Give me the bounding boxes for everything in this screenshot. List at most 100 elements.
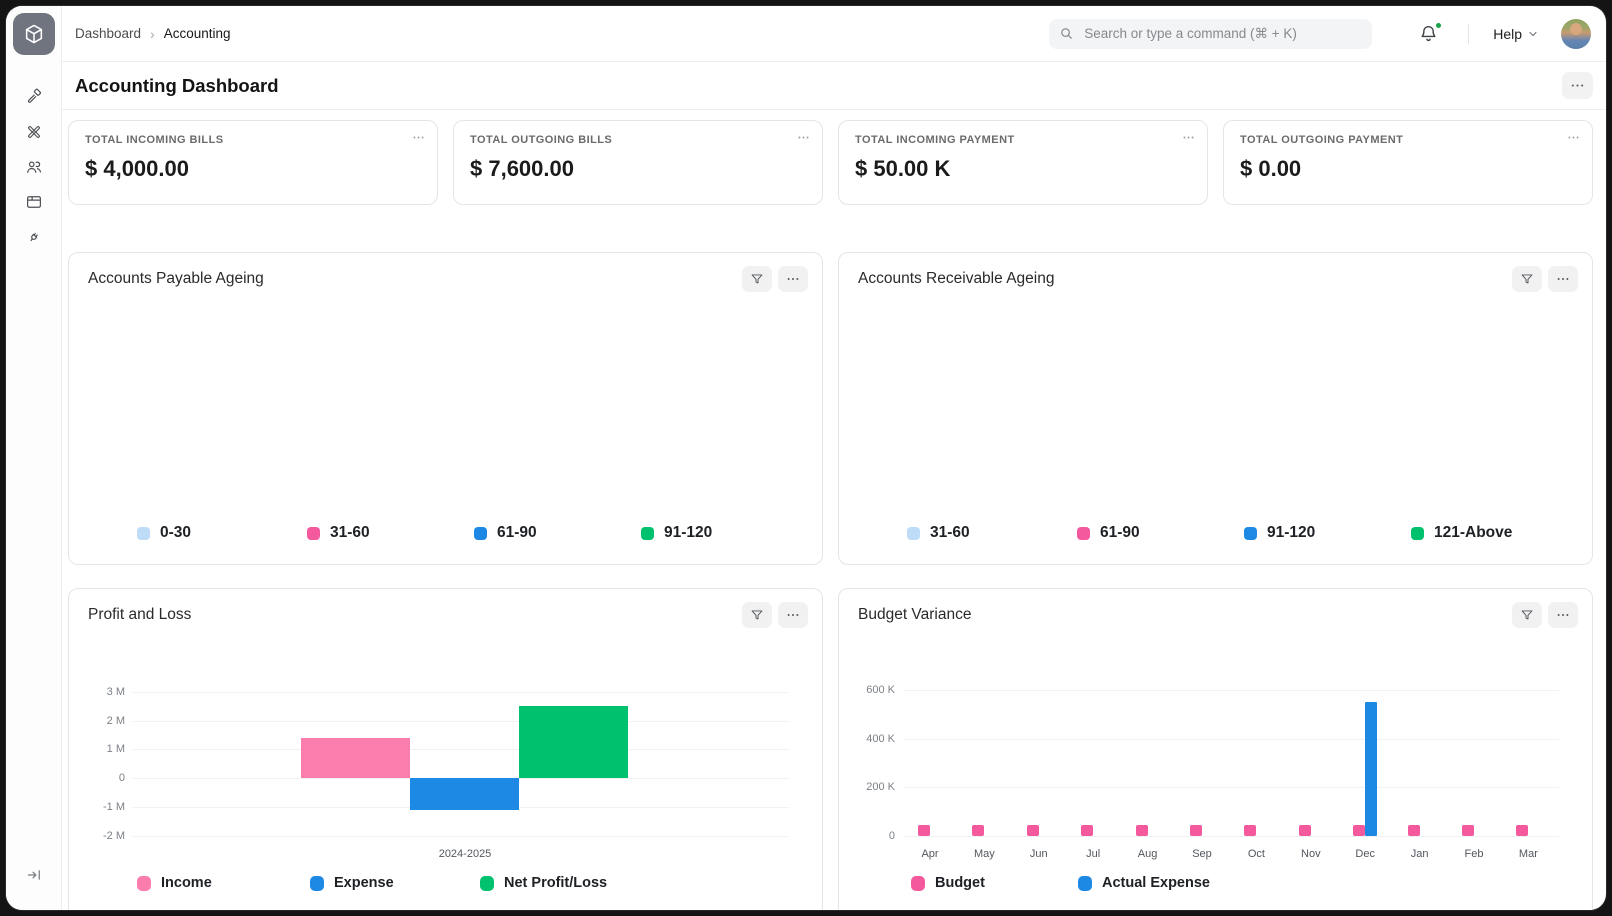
budget-bar-feb bbox=[1462, 825, 1474, 837]
panel-title: Accounts Receivable Ageing bbox=[858, 270, 1055, 287]
filter-button[interactable] bbox=[742, 266, 772, 292]
funnel-icon bbox=[1520, 608, 1534, 622]
month-label-sep: Sep bbox=[1192, 848, 1212, 860]
panel-menu-button[interactable] bbox=[1548, 266, 1578, 292]
filter-button[interactable] bbox=[1512, 266, 1542, 292]
month-label-nov: Nov bbox=[1301, 848, 1321, 860]
legend-label: Budget bbox=[935, 875, 985, 891]
panel-title: Budget Variance bbox=[858, 606, 972, 623]
funnel-icon bbox=[1520, 272, 1534, 286]
card-value: $ 0.00 bbox=[1240, 156, 1302, 181]
month-label-may: May bbox=[974, 848, 995, 860]
ellipsis-icon bbox=[786, 608, 800, 622]
panel-menu-button[interactable] bbox=[778, 602, 808, 628]
gridline bbox=[133, 720, 789, 722]
legend-item-net-profit-loss: Net Profit/Loss bbox=[480, 875, 607, 891]
browser-window-icon[interactable] bbox=[22, 190, 46, 214]
breadcrumb-accounting[interactable]: Accounting bbox=[163, 26, 231, 41]
legend-item-budget: Budget bbox=[911, 875, 985, 891]
budget-variance-panel: Budget Variance 600 K 400 K 200 K 0 Apr May Ju… bbox=[838, 588, 1593, 910]
titlebar: Accounting Dashboard bbox=[62, 62, 1606, 110]
legend-swatch bbox=[137, 526, 150, 540]
expand-sidebar-icon[interactable] bbox=[21, 862, 47, 888]
page-menu-button[interactable] bbox=[1562, 72, 1593, 99]
breadcrumb-dashboard[interactable]: Dashboard bbox=[75, 26, 142, 41]
notifications-button[interactable] bbox=[1418, 21, 1444, 47]
legend-item-61-90: 61-90 bbox=[474, 524, 537, 542]
legend-label: 31-60 bbox=[330, 524, 370, 541]
legend-label: Net Profit/Loss bbox=[504, 875, 608, 891]
budget-bar-may bbox=[972, 825, 985, 837]
month-label-oct: Oct bbox=[1247, 848, 1265, 860]
cube-icon bbox=[23, 23, 45, 45]
help-menu[interactable]: Help bbox=[1493, 26, 1539, 42]
search-icon bbox=[1059, 26, 1074, 41]
card-label: TOTAL INCOMING BILLS bbox=[85, 134, 224, 146]
help-label: Help bbox=[1493, 25, 1522, 42]
accounts-payable-ageing-panel: Accounts Payable Ageing 0-30 31-60 61-90 91… bbox=[68, 252, 823, 565]
filter-button[interactable] bbox=[742, 602, 772, 628]
legend-label: 61-90 bbox=[1100, 524, 1140, 541]
ageing-row: Accounts Payable Ageing 0-30 31-60 61-90 91… bbox=[68, 252, 1593, 565]
card-menu-button[interactable] bbox=[1565, 129, 1582, 149]
card-menu-button[interactable] bbox=[795, 129, 812, 149]
sidebar-nav bbox=[22, 85, 46, 249]
card-menu-button[interactable] bbox=[1180, 129, 1197, 149]
legend-swatch bbox=[907, 526, 920, 540]
chevron-right-icon: › bbox=[150, 25, 155, 42]
filter-button[interactable] bbox=[1512, 602, 1542, 628]
funnel-icon bbox=[750, 608, 764, 622]
month-label-jun: Jun bbox=[1029, 848, 1048, 860]
ellipsis-icon bbox=[786, 272, 800, 286]
legend-item-91-120: 91-120 bbox=[1244, 524, 1315, 542]
panel-menu-button[interactable] bbox=[778, 266, 808, 292]
panel-menu-button[interactable] bbox=[1548, 602, 1578, 628]
sidebar bbox=[6, 6, 62, 910]
search-input[interactable] bbox=[1082, 25, 1363, 42]
legend-label: 91-120 bbox=[1267, 524, 1316, 541]
charts-row: Profit and Loss 3 M 2 M 1 M 0 -1 M -2 M 2024-2… bbox=[68, 588, 1593, 910]
budget-bar-mar bbox=[1516, 825, 1529, 837]
gridline bbox=[903, 836, 1559, 838]
month-label-dec: Dec bbox=[1355, 848, 1375, 860]
y-tick-label: 2 M bbox=[106, 714, 125, 727]
legend-swatch bbox=[474, 526, 487, 540]
gridline bbox=[133, 749, 789, 751]
avatar[interactable] bbox=[1561, 18, 1591, 49]
ellipsis-icon bbox=[1556, 272, 1570, 286]
expense-bar bbox=[410, 778, 519, 810]
legend-swatch bbox=[1411, 526, 1424, 540]
actual-expense-bar-dec bbox=[1365, 702, 1378, 837]
users-icon[interactable] bbox=[22, 155, 46, 179]
funnel-icon bbox=[750, 272, 764, 286]
legend-item-121-above: 121-Above bbox=[1411, 524, 1512, 542]
search-box[interactable] bbox=[1049, 18, 1373, 49]
number-card-total-incoming-bills: TOTAL INCOMING BILLS $ 4,000.00 bbox=[68, 120, 438, 205]
net-profit-loss-bar bbox=[519, 706, 628, 779]
budget-bar-oct bbox=[1244, 825, 1257, 837]
x-axis-label: 2024-2025 bbox=[438, 848, 492, 860]
y-tick-label: 1 M bbox=[106, 743, 125, 756]
legend-swatch bbox=[137, 875, 151, 891]
gridline bbox=[903, 738, 1559, 740]
month-label-mar: Mar bbox=[1518, 848, 1538, 860]
budget-bar-jan bbox=[1407, 825, 1420, 837]
legend-label: 61-90 bbox=[497, 524, 537, 541]
gridline bbox=[133, 835, 789, 837]
app-logo-button[interactable] bbox=[12, 13, 55, 55]
hammer-icon[interactable] bbox=[22, 85, 46, 109]
legend-item-income: Income bbox=[137, 875, 212, 891]
card-menu-button[interactable] bbox=[410, 129, 427, 149]
y-tick-label: -1 M bbox=[103, 800, 125, 813]
y-tick-label: 0 bbox=[888, 830, 895, 843]
plug-icon[interactable] bbox=[22, 225, 46, 249]
legend-item-91-120: 91-120 bbox=[641, 524, 712, 542]
panel-title: Accounts Payable Ageing bbox=[88, 270, 264, 287]
legend-item-31-60: 31-60 bbox=[907, 524, 970, 542]
notification-dot bbox=[1435, 21, 1443, 29]
topbar-right: Help bbox=[1049, 18, 1591, 49]
legend-item-31-60: 31-60 bbox=[307, 524, 370, 542]
card-label: TOTAL INCOMING PAYMENT bbox=[855, 134, 1015, 146]
tools-icon[interactable] bbox=[22, 120, 46, 144]
budget-bar-apr bbox=[918, 825, 930, 837]
